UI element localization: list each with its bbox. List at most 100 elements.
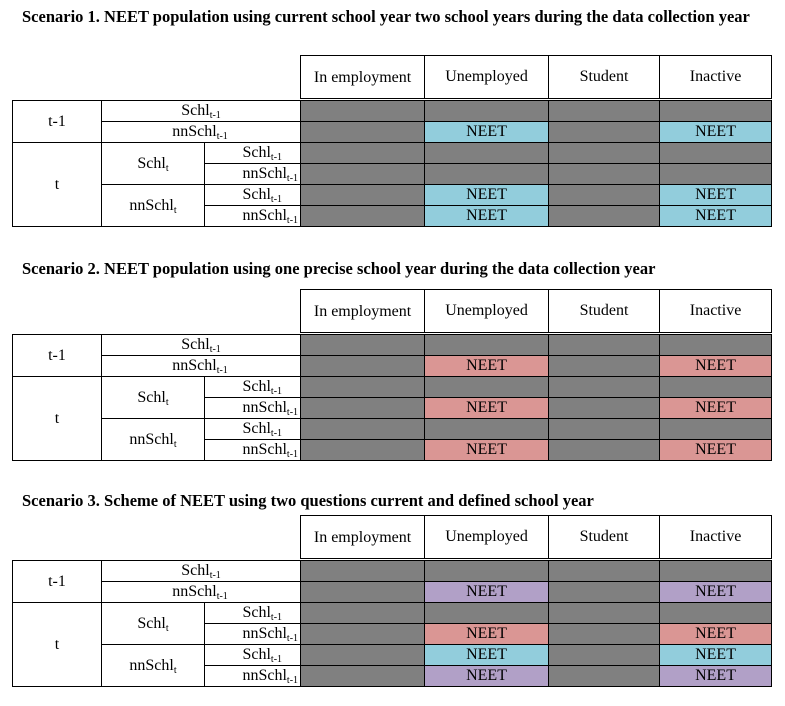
nnschl-t-label-base: nnSchl [129,196,174,214]
neet-label: NEET [695,667,736,684]
table-row: t Schlt Schlt-1 [12,602,773,687]
nnschl-t-minus-1-label-base: nnSchl [172,583,217,600]
table-row: nnSchlt Schlt-1 NEET NEET [13,184,773,227]
row-label-sub: nnSchlt-1 [203,665,302,687]
grey-cell [300,163,426,185]
grey-cell [548,581,661,603]
nnschl-t-label: nnSchlt [129,657,177,676]
row-label-sub: nnSchlt-1 [203,623,302,645]
neet-label: NEET [695,441,736,458]
column-header-label: In employment [313,302,412,320]
nnschl-t-minus-1-label: nnSchlt-1 [242,441,299,460]
row-label-t-minus-1: t-1 [12,560,102,603]
column-header-label: Student [579,528,629,545]
row-label-t-text: t [54,409,60,427]
schl-t-minus-1-label-base: Schl [242,144,271,161]
grey-cell [424,560,550,582]
nnschl-t-minus-1-label-subscript: t-1 [286,173,299,184]
column-header: Unemployed [424,289,550,333]
nnschl-t-minus-1-label-subscript: t-1 [216,591,228,602]
neet-label: NEET [466,186,507,203]
schl-t-minus-1-label-base: Schl [181,336,210,353]
grey-cell [548,644,661,666]
schl-t-label-subscript: t [165,622,169,634]
nnschl-t-minus-1-label-base: nnSchl [242,207,287,224]
row-label-sub: Schlt-1 [203,644,302,666]
neet-label: NEET [466,123,507,140]
nnschl-t-minus-1-label-base: nnSchl [172,123,217,140]
grey-cell [300,623,426,645]
grey-cell [424,142,550,164]
column-header: Student [548,289,661,333]
grey-cell [548,121,661,143]
neet-label: NEET [695,625,736,642]
table-row: t Schlt Schlt-1 [12,142,773,227]
neet-label: NEET [695,186,736,203]
schl-t-minus-1-label-base: Schl [242,420,271,437]
schl-t-minus-1-label-base: Schl [242,604,271,621]
grey-cell [300,581,426,603]
table-row: nnSchlt-1 NEET NEET [13,121,773,143]
neet-cell: NEET [659,439,773,461]
neet-cell: NEET [659,581,773,603]
row-label-t-minus-1: t-1 [12,334,102,377]
grey-cell [659,142,773,164]
row-label-schl: Schlt-1 [100,334,302,356]
column-header: Student [548,515,661,559]
neet-cell: NEET [424,644,550,666]
grey-cell [548,560,661,582]
schl-t-minus-1-label-subscript: t-1 [209,110,221,121]
scenario-3-title: Scenario 3. Scheme of NEET using two que… [22,491,594,510]
neet-label: NEET [695,583,736,600]
grey-cell [548,163,661,185]
schl-t-label: Schlt [137,389,168,408]
grey-cell [300,644,426,666]
grey-cell [424,334,550,356]
neet-label: NEET [466,441,507,458]
nnschl-t-minus-1-label-subscript: t-1 [286,449,299,460]
grey-cell [548,397,661,419]
grey-cell [548,623,661,645]
nnschl-t-minus-1-label-base: nnSchl [242,165,287,182]
column-header-label: Unemployed [445,302,528,319]
neet-cell: NEET [424,355,550,377]
grey-cell [300,376,426,398]
nnschl-t-minus-1-label: nnSchlt-1 [242,399,298,418]
schl-t-label-base: Schl [137,154,166,172]
grey-cell [659,560,773,582]
row-label-schl-t: Schlt [101,602,205,645]
table-row: nnSchlt Schl t-1 [13,418,773,461]
grey-cell [424,418,550,440]
column-header: Student [548,55,661,99]
schl-t-minus-1-label-base: Schl [181,102,210,119]
row-label-sub: Schlt-1 [203,602,302,624]
header-blank [13,290,301,333]
column-header-label: Student [579,68,629,85]
header-row: In employment Unemployed Student Inactive [13,515,773,559]
grey-cell [659,100,773,122]
table-row: nnSchlt-1 NEET NEET [13,665,773,687]
column-header: In employment [300,289,426,333]
nnschl-t-label-base: nnSchl [129,430,174,448]
neet-label: NEET [466,207,507,224]
row-label-sub: Schlt-1 [203,142,302,164]
table-row: nnSchlt-1 NEET NEET [13,355,773,377]
nnschl-t-minus-1-label-subscript: t-1 [216,365,228,376]
nnschl-t-label-subscript: t [173,664,177,676]
grey-cell [424,376,550,398]
row-label-nnschl-t: nnSchlt [101,644,205,687]
row-label-t-minus-1-text: t-1 [48,112,66,130]
schl-t-minus-1-label-subscript: t-1 [270,194,283,205]
grey-cell [300,418,426,440]
row-label-nnschl-t: nnSchlt [101,184,205,227]
schl-t-minus-1-label-subscript: t-1 [270,654,283,665]
column-header-label: Inactive [689,68,742,85]
table-row: nnSchlt Schlt-1 NEET NEET [13,644,773,687]
row-label-t-text: t [54,635,60,653]
nnschl-t-label: nnSchlt [129,430,176,450]
grey-cell [659,418,773,440]
neet-label: NEET [466,646,507,663]
neet-cell: NEET [424,439,550,461]
column-header-label: Unemployed [445,68,528,85]
neet-cell: NEET [659,665,773,687]
